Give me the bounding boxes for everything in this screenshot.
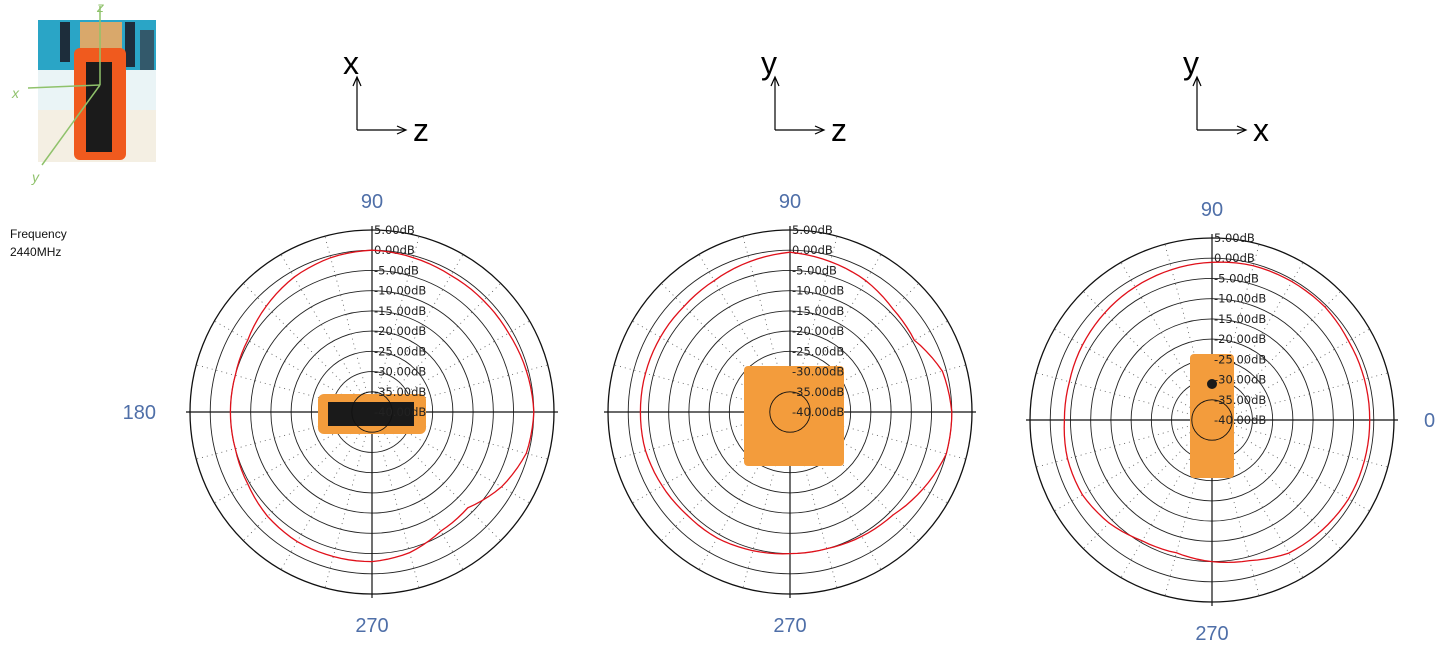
ring-label: -5.00dB bbox=[1214, 271, 1259, 285]
photo-axis-z: z bbox=[96, 0, 104, 15]
ring-label: -20.00dB bbox=[792, 324, 844, 338]
angle-label-top: 90 bbox=[779, 191, 801, 213]
horizontal-axis-letter: x bbox=[1253, 112, 1269, 148]
photo-axis-y: y bbox=[31, 169, 40, 185]
radial-gridline bbox=[371, 283, 501, 413]
radial-gridline bbox=[280, 254, 373, 413]
ring-label: 0.00dB bbox=[374, 243, 415, 257]
inner-ring bbox=[769, 391, 811, 433]
ring-label: -40.00dB bbox=[792, 405, 844, 419]
ring-label: -20.00dB bbox=[374, 324, 426, 338]
polar-chart-1: 5.00dB 0.00dB -5.00dB -10.00dB -15.00dB -20.0… bbox=[123, 191, 558, 637]
device-photo bbox=[27, 6, 156, 166]
photo-axis-x: x bbox=[11, 85, 20, 101]
angle-label-top: 90 bbox=[361, 191, 383, 213]
ring-label: -40.00dB bbox=[1214, 413, 1266, 427]
vertical-axis-letter: y bbox=[1183, 45, 1199, 81]
angle-label-bottom: 270 bbox=[773, 615, 806, 637]
horizontal-arrowhead bbox=[396, 125, 408, 135]
inner-ring bbox=[351, 391, 393, 433]
angle-label-right: 0 bbox=[1424, 410, 1435, 432]
angle-label-top: 90 bbox=[1201, 199, 1223, 221]
frequency-value: 2440MHz bbox=[10, 245, 62, 259]
device-image bbox=[744, 366, 844, 466]
radial-gridline bbox=[371, 236, 420, 413]
ring-label: -20.00dB bbox=[1214, 332, 1266, 346]
radial-gridline bbox=[324, 236, 373, 413]
ring-label: -5.00dB bbox=[792, 263, 837, 277]
ring-label: -5.00dB bbox=[374, 263, 419, 277]
horizontal-arrowhead bbox=[1236, 125, 1248, 135]
plane-axes-3: yx bbox=[1183, 45, 1269, 148]
ring-label: -10.00dB bbox=[792, 284, 844, 298]
ring-label: 5.00dB bbox=[374, 223, 415, 237]
horizontal-axis-letter: z bbox=[831, 112, 847, 148]
ring-label: -15.00dB bbox=[1214, 312, 1266, 326]
radial-gridline bbox=[324, 411, 373, 588]
frequency-label: Frequency bbox=[10, 227, 67, 241]
plane-axes-2: yz bbox=[761, 45, 847, 148]
ring-label: -25.00dB bbox=[374, 344, 426, 358]
photo-axis-labels: z x y bbox=[11, 0, 104, 185]
radial-gridline bbox=[371, 254, 464, 413]
ring-label: 0.00dB bbox=[792, 243, 833, 257]
angle-label-bottom: 270 bbox=[1195, 623, 1228, 645]
vertical-arrowhead bbox=[1192, 75, 1202, 87]
device-panel bbox=[328, 402, 414, 426]
polar-chart-2: 5.00dB 0.00dB -5.00dB -10.00dB -15.00dB -20.0… bbox=[604, 191, 976, 637]
ring-label: -30.00dB bbox=[1214, 373, 1266, 387]
horizontal-axis-letter: z bbox=[413, 112, 429, 148]
polar-chart-3: 5.00dB0.00dB-5.00dB-10.00dB-15.00dB-20.0… bbox=[1026, 199, 1435, 645]
pattern-series-1 bbox=[1063, 261, 1371, 564]
radial-gridline bbox=[1036, 419, 1213, 468]
ring-label: -35.00dB bbox=[792, 385, 844, 399]
angle-label-bottom: 270 bbox=[355, 615, 388, 637]
radial-gridline bbox=[280, 411, 373, 570]
device-image bbox=[1190, 354, 1234, 478]
ring-label: -10.00dB bbox=[1214, 292, 1266, 306]
ring-label: -40.00dB bbox=[374, 405, 426, 419]
radial-gridline bbox=[1211, 419, 1370, 512]
ring-label: -25.00dB bbox=[1214, 352, 1266, 366]
radial-gridline bbox=[371, 411, 464, 570]
radial-gridline bbox=[1211, 328, 1370, 421]
radial-gridline bbox=[1211, 419, 1388, 468]
ring-label: -35.00dB bbox=[374, 385, 426, 399]
ring-label: -30.00dB bbox=[374, 365, 426, 379]
ring-label: -25.00dB bbox=[792, 344, 844, 358]
vertical-arrowhead bbox=[770, 75, 780, 87]
ring-label: -30.00dB bbox=[792, 365, 844, 379]
pattern-series-1 bbox=[229, 249, 535, 563]
angle-label-left: 180 bbox=[123, 402, 156, 424]
radial-gridline bbox=[1054, 419, 1213, 512]
vertical-axis-letter: x bbox=[343, 45, 359, 81]
radial-gridline bbox=[243, 283, 373, 413]
ring-label: 5.00dB bbox=[792, 223, 833, 237]
ring-label: -15.00dB bbox=[374, 304, 426, 318]
ring-label: -15.00dB bbox=[792, 304, 844, 318]
radial-gridline bbox=[1036, 372, 1213, 421]
device-button bbox=[1207, 379, 1217, 389]
plane-axes-1: xz bbox=[343, 45, 429, 148]
ring-label: -10.00dB bbox=[374, 284, 426, 298]
inner-ring bbox=[1191, 399, 1233, 441]
radial-gridline bbox=[1054, 328, 1213, 421]
vertical-arrowhead bbox=[352, 75, 362, 87]
radial-gridline bbox=[371, 411, 420, 588]
ring-label: 5.00dB bbox=[1214, 231, 1255, 245]
ring-label: -35.00dB bbox=[1214, 393, 1266, 407]
vertical-axis-letter: y bbox=[761, 45, 777, 81]
radial-gridline bbox=[1211, 372, 1388, 421]
polar-charts: 5.00dB 0.00dB -5.00dB -10.00dB -15.00dB -20.0… bbox=[123, 191, 1436, 645]
pattern-series-1 bbox=[639, 251, 953, 555]
horizontal-arrowhead bbox=[814, 125, 826, 135]
